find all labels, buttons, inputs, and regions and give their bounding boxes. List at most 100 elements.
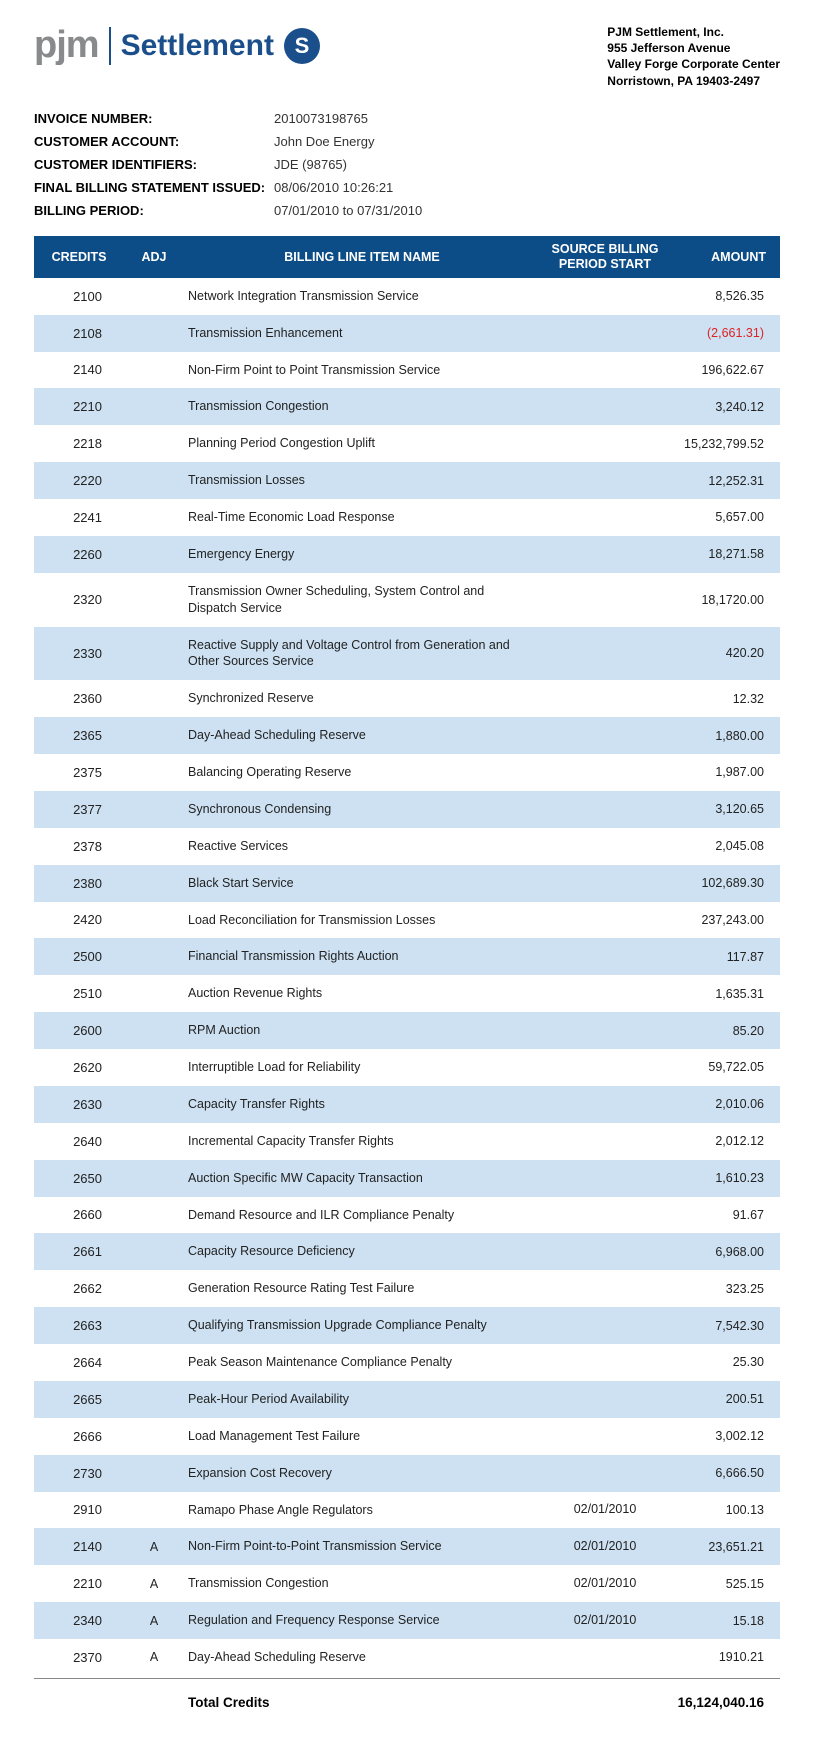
cell-amount: 59,722.05 xyxy=(670,1054,780,1080)
cell-credits: 2630 xyxy=(34,1091,124,1118)
cell-adj xyxy=(124,364,184,376)
cell-adj xyxy=(124,988,184,1000)
cell-amount: 1910.21 xyxy=(670,1644,780,1670)
billing-table: CREDITS ADJ BILLING LINE ITEM NAME SOURC… xyxy=(34,236,780,1720)
cell-amount: 15.18 xyxy=(670,1608,780,1634)
cell-source xyxy=(540,475,670,487)
table-row: 2100 Network Integration Transmission Ser… xyxy=(34,278,780,315)
table-row: 2360Synchronized Reserve12.32 xyxy=(34,680,780,717)
cell-source xyxy=(540,647,670,659)
cell-adj xyxy=(124,1098,184,1110)
cell-amount: 6,968.00 xyxy=(670,1239,780,1265)
cell-source xyxy=(540,327,670,339)
cell-name: Planning Period Congestion Uplift xyxy=(184,429,540,458)
cell-name: Demand Resource and ILR Compliance Penal… xyxy=(184,1201,540,1230)
cell-name: Incremental Capacity Transfer Rights xyxy=(184,1127,540,1156)
cell-source xyxy=(540,511,670,523)
cell-credits: 2100 xyxy=(34,283,124,310)
cell-name: Non-Firm Point to Point Transmission Ser… xyxy=(184,356,540,385)
cell-credits: 2320 xyxy=(34,586,124,613)
table-row: 2330Reactive Supply and Voltage Control … xyxy=(34,627,780,681)
cell-adj xyxy=(124,803,184,815)
cell-adj: A xyxy=(124,1534,184,1560)
invoice-number-value: 2010073198765 xyxy=(274,111,368,126)
cell-adj xyxy=(124,1504,184,1516)
cell-credits: 2377 xyxy=(34,796,124,823)
table-row: 2380Black Start Service102,689.30 xyxy=(34,865,780,902)
header-name: BILLING LINE ITEM NAME xyxy=(184,244,540,270)
cell-amount: 18,1720.00 xyxy=(670,587,780,613)
cell-name: Balancing Operating Reserve xyxy=(184,758,540,787)
cell-credits: 2108 xyxy=(34,320,124,347)
table-row: 2661Capacity Resource Deficiency6,968.00 xyxy=(34,1233,780,1270)
cell-adj xyxy=(124,1356,184,1368)
cell-name: Interruptible Load for Reliability xyxy=(184,1053,540,1082)
header-adj: ADJ xyxy=(124,244,184,270)
table-row: 2662Generation Resource Rating Test Fail… xyxy=(34,1270,780,1307)
invoice-page: pjm Settlement S PJM Settlement, Inc. 95… xyxy=(0,0,814,1750)
cell-name: Auction Specific MW Capacity Transaction xyxy=(184,1164,540,1193)
cell-credits: 2330 xyxy=(34,640,124,667)
cell-name: Network Integration Transmission Service xyxy=(184,282,540,311)
logo-settlement-text: Settlement xyxy=(121,29,274,63)
cell-amount: 5,657.00 xyxy=(670,504,780,530)
billing-period-value: 07/01/2010 to 07/31/2010 xyxy=(274,203,422,218)
cell-amount: 323.25 xyxy=(670,1276,780,1302)
cell-name: Synchronous Condensing xyxy=(184,795,540,824)
final-billing-value: 08/06/2010 10:26:21 xyxy=(274,180,393,195)
cell-source xyxy=(540,1135,670,1147)
cell-name: Day-Ahead Scheduling Reserve xyxy=(184,721,540,750)
cell-name: Real-Time Economic Load Response xyxy=(184,503,540,532)
header-credits: CREDITS xyxy=(34,244,124,270)
cell-name: Day-Ahead Scheduling Reserve xyxy=(184,1643,540,1672)
cell-credits: 2220 xyxy=(34,467,124,494)
cell-adj xyxy=(124,1393,184,1405)
page-header: pjm Settlement S PJM Settlement, Inc. 95… xyxy=(34,24,780,89)
cell-source xyxy=(540,988,670,1000)
total-amount: 16,124,040.16 xyxy=(670,1689,780,1716)
cell-name: Load Reconciliation for Transmission Los… xyxy=(184,906,540,935)
cell-source xyxy=(540,1172,670,1184)
cell-adj xyxy=(124,951,184,963)
final-billing-label: FINAL BILLING STATEMENT ISSUED: xyxy=(34,180,274,195)
company-line1: 955 Jefferson Avenue xyxy=(607,40,780,56)
meta-row: INVOICE NUMBER: 2010073198765 xyxy=(34,107,780,130)
cell-source xyxy=(540,548,670,560)
cell-credits: 2730 xyxy=(34,1460,124,1487)
cell-credits: 2340 xyxy=(34,1607,124,1634)
cell-credits: 2650 xyxy=(34,1165,124,1192)
header-source: SOURCE BILLING PERIOD START xyxy=(540,236,670,278)
cell-adj xyxy=(124,290,184,302)
cell-credits: 2620 xyxy=(34,1054,124,1081)
cell-name: Transmission Congestion xyxy=(184,392,540,421)
table-row: 2666Load Management Test Failure3,002.12 xyxy=(34,1418,780,1455)
cell-name: Peak Season Maintenance Compliance Penal… xyxy=(184,1348,540,1377)
cell-name: Qualifying Transmission Upgrade Complian… xyxy=(184,1311,540,1340)
cell-name: Emergency Energy xyxy=(184,540,540,569)
cell-adj xyxy=(124,438,184,450)
cell-credits: 2210 xyxy=(34,393,124,420)
cell-adj xyxy=(124,730,184,742)
cell-credits: 2660 xyxy=(34,1201,124,1228)
cell-adj xyxy=(124,1430,184,1442)
cell-amount: 1,610.23 xyxy=(670,1165,780,1191)
table-row: 2730Expansion Cost Recovery6,666.50 xyxy=(34,1455,780,1492)
cell-adj xyxy=(124,1061,184,1073)
cell-adj xyxy=(124,766,184,778)
cell-source xyxy=(540,438,670,450)
table-row: 2260Emergency Energy18,271.58 xyxy=(34,536,780,573)
cell-credits: 2500 xyxy=(34,943,124,970)
cell-source xyxy=(540,730,670,742)
cell-credits: 2600 xyxy=(34,1017,124,1044)
table-row: 2218Planning Period Congestion Uplift15,… xyxy=(34,425,780,462)
cell-source xyxy=(540,1393,670,1405)
cell-amount: 1,880.00 xyxy=(670,723,780,749)
cell-amount: 2,045.08 xyxy=(670,833,780,859)
cell-amount: 12.32 xyxy=(670,686,780,712)
cell-credits: 2218 xyxy=(34,430,124,457)
logo-divider-icon xyxy=(109,27,111,65)
table-row: 2375Balancing Operating Reserve1,987.00 xyxy=(34,754,780,791)
cell-amount: 8,526.35 xyxy=(670,283,780,309)
cell-amount: 85.20 xyxy=(670,1018,780,1044)
table-row: 2320Transmission Owner Scheduling, Syste… xyxy=(34,573,780,627)
